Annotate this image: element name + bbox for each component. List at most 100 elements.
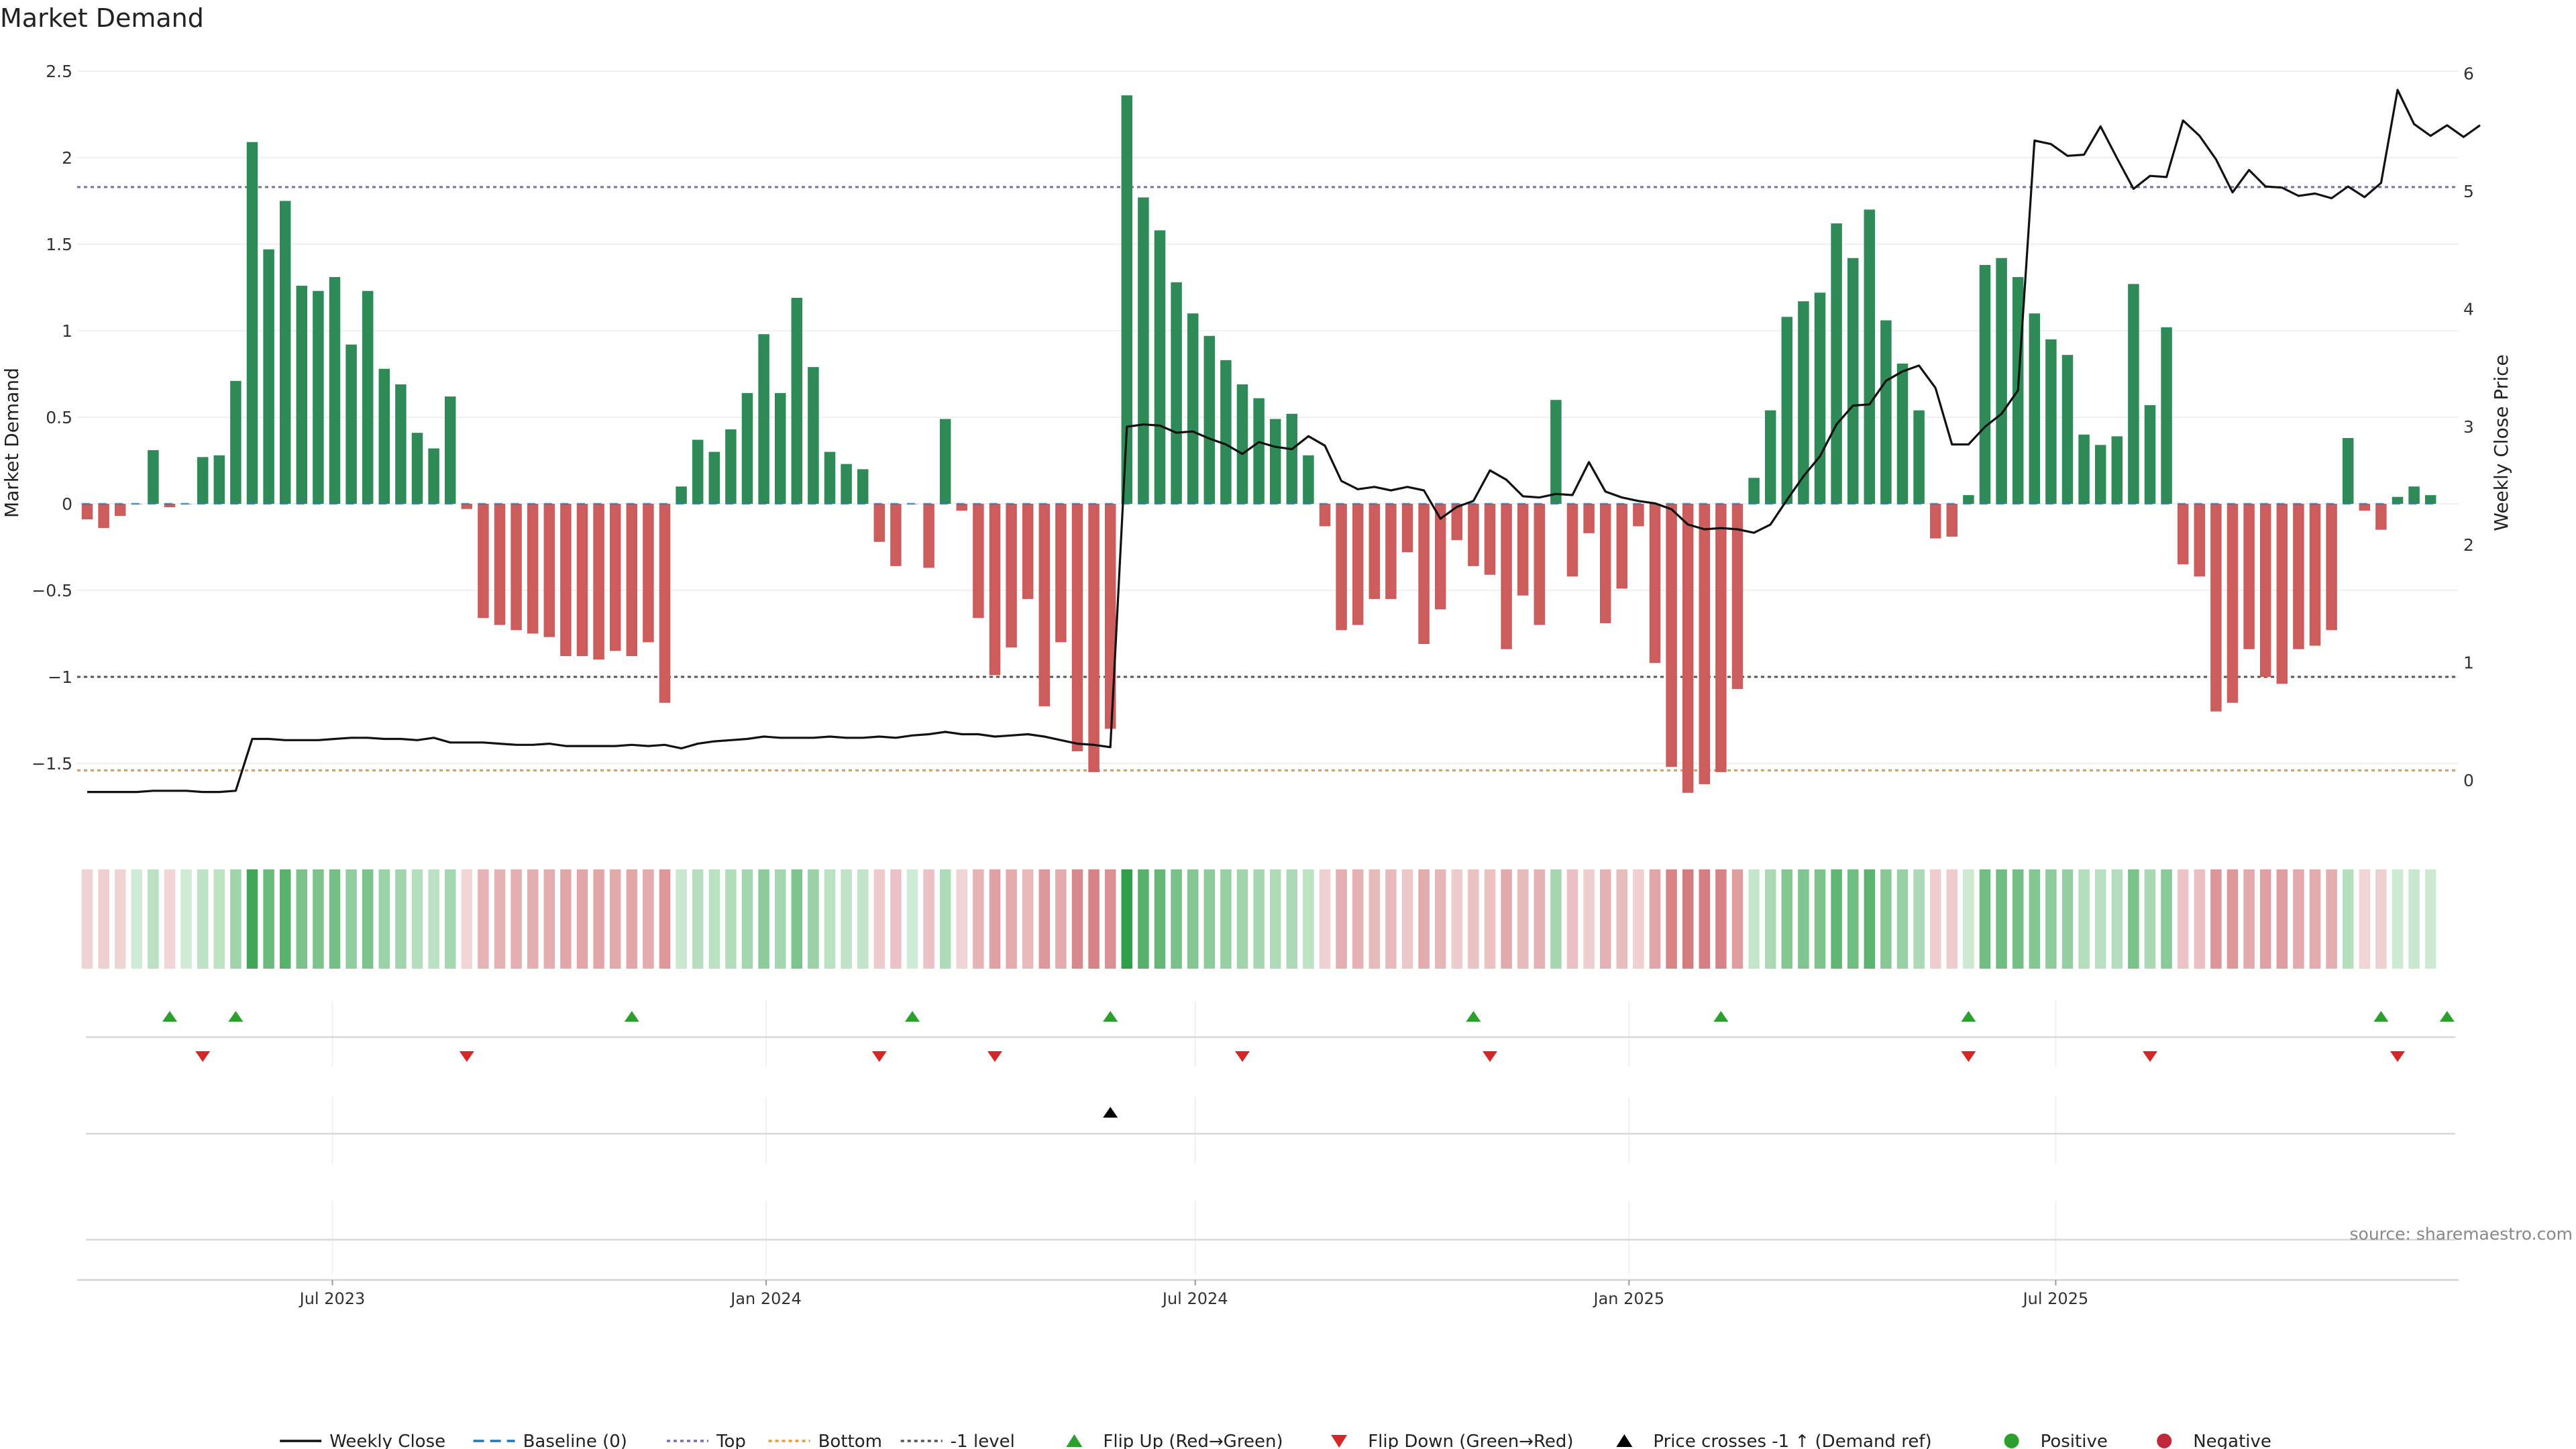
- heat-cell: [1979, 869, 1991, 969]
- demand-bar: [989, 504, 1001, 676]
- demand-bar: [956, 504, 968, 511]
- heat-cell: [1088, 869, 1099, 969]
- demand-bar: [741, 392, 753, 504]
- demand-bar: [1616, 504, 1628, 589]
- y-tick-left: 0: [62, 494, 72, 514]
- heat-cell: [1996, 869, 2007, 969]
- demand-bar: [1831, 223, 1842, 504]
- demand-bar: [246, 142, 258, 504]
- demand-bar: [1121, 95, 1133, 504]
- heat-cell: [1814, 869, 1826, 969]
- heat-cell: [676, 869, 687, 969]
- heat-cell: [213, 869, 225, 969]
- demand-bar: [461, 504, 473, 509]
- demand-bar: [1534, 504, 1546, 625]
- heat-cell: [2375, 869, 2387, 969]
- heat-cell: [1319, 869, 1331, 969]
- demand-bar: [2029, 313, 2041, 504]
- heat-cell: [1121, 869, 1133, 969]
- y-tick-left: −1.5: [32, 754, 72, 773]
- heat-cell: [378, 869, 390, 969]
- heat-cell: [1599, 869, 1611, 969]
- demand-bar: [2194, 504, 2206, 577]
- y-tick-left: 1: [62, 321, 72, 341]
- demand-bar: [1929, 504, 1941, 539]
- demand-bar: [791, 297, 803, 504]
- heat-cell: [461, 869, 473, 969]
- heat-cell: [576, 869, 588, 969]
- heat-cell: [1104, 869, 1116, 969]
- x-tick-label: Jul 2023: [299, 1289, 366, 1308]
- demand-bar: [626, 504, 638, 657]
- demand-bar: [1468, 504, 1479, 566]
- y-tick-left: −0.5: [32, 581, 72, 600]
- heat-cell: [2276, 869, 2288, 969]
- heat-cell: [1566, 869, 1578, 969]
- heat-cell: [1748, 869, 1760, 969]
- flip-down-marker: [459, 1051, 474, 1062]
- demand-bar: [708, 451, 720, 504]
- demand-bar: [1913, 410, 1925, 504]
- demand-bar: [543, 504, 555, 637]
- x-tick-label: Jul 2025: [2022, 1289, 2089, 1308]
- legend-item-positive: Positive: [2004, 1432, 2108, 1449]
- demand-bar: [230, 380, 241, 504]
- demand-bar: [2111, 436, 2123, 504]
- axes-layer: 2.5 2 1.5 1 0.5 0 −0.5 −1 −1.5 6 5 4 3 2 1 0: [32, 62, 2474, 790]
- flip-up-marker: [2439, 1011, 2455, 1022]
- demand-bar: [1154, 230, 1166, 504]
- legend-swatch-triangle-up: [1066, 1434, 1083, 1447]
- price-line-layer: [87, 89, 2481, 794]
- heat-cell: [626, 869, 638, 969]
- heat-cell: [1633, 869, 1644, 969]
- demand-bar: [643, 504, 654, 643]
- demand-bar: [1187, 313, 1199, 504]
- heat-cell: [428, 869, 439, 969]
- heat-cell: [609, 869, 621, 969]
- heat-cell: [1203, 869, 1216, 969]
- y-tick-left: −1: [48, 667, 72, 687]
- y-tick-left: 2: [62, 148, 72, 168]
- legend-label: Flip Down (Green→Red): [1368, 1432, 1573, 1449]
- demand-bar: [263, 249, 274, 504]
- demand-bar: [1352, 504, 1364, 625]
- heat-cell: [279, 869, 291, 969]
- right-axis-title: Weekly Close Price: [2490, 354, 2512, 531]
- demand-bar: [1847, 258, 1859, 504]
- heat-cell: [329, 869, 341, 969]
- heat-cell: [1220, 869, 1232, 969]
- heat-cell: [1336, 869, 1347, 969]
- demand-bar: [1418, 504, 1430, 644]
- demand-bar: [1171, 282, 1182, 504]
- x-tick-label: Jan 2024: [729, 1289, 802, 1308]
- heat-cell: [1055, 869, 1067, 969]
- heat-cell: [841, 869, 852, 969]
- heat-cell: [2293, 869, 2304, 969]
- demand-bar: [1368, 504, 1381, 599]
- heat-cell: [1303, 869, 1314, 969]
- heat-cell: [230, 869, 241, 969]
- heat-cell: [2194, 869, 2206, 969]
- legend-item-flip-down: Flip Down (Green→Red): [1331, 1432, 1574, 1449]
- demand-bar: [725, 429, 737, 504]
- heat-cell: [2210, 869, 2222, 969]
- heat-cell: [1963, 869, 1974, 969]
- heat-cell: [1550, 869, 1562, 969]
- heat-cell: [1006, 869, 1017, 969]
- heat-cell: [659, 869, 671, 969]
- demand-bar: [2276, 504, 2288, 684]
- price-cross-marker: [1103, 1107, 1118, 1118]
- demand-bar: [2392, 496, 2404, 504]
- demand-bar: [1236, 384, 1248, 504]
- x-axis: Jul 2023 Jan 2024 Jul 2024 Jan 2025 Jul 2025: [77, 1279, 2459, 1308]
- heat-cell: [956, 869, 968, 969]
- flip-down-marker: [1483, 1051, 1497, 1062]
- heat-cell: [2012, 869, 2024, 969]
- heat-cell: [2128, 869, 2139, 969]
- heat-cell: [1880, 869, 1892, 969]
- heat-cell: [1022, 869, 1034, 969]
- demand-bar: [313, 290, 324, 504]
- demand-bar: [279, 201, 291, 504]
- demand-bar: [1088, 504, 1099, 772]
